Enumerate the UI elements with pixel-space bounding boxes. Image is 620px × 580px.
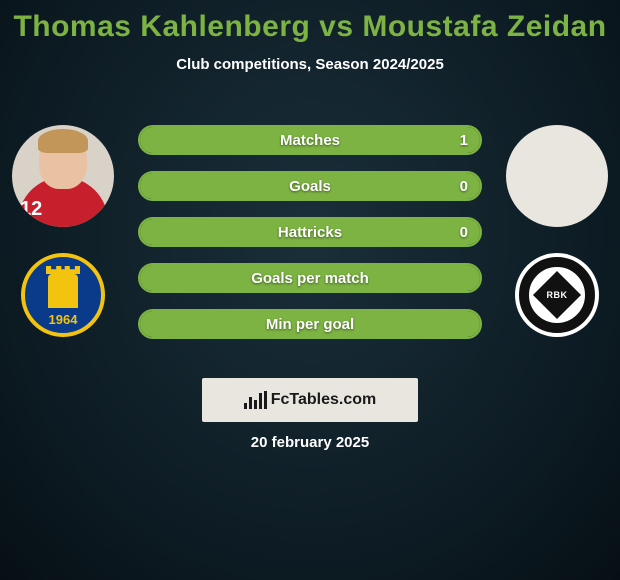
- hair: [38, 129, 88, 153]
- stat-label: Goals: [140, 178, 480, 195]
- player-left-column: 12 1964: [8, 125, 118, 337]
- stat-label: Matches: [140, 132, 480, 149]
- subtitle: Club competitions, Season 2024/2025: [0, 56, 620, 73]
- stat-row: Goals per match: [138, 263, 482, 293]
- player-left-club-badge: 1964: [21, 253, 105, 337]
- stat-row: 0Goals: [138, 171, 482, 201]
- stat-row: 0Hattricks: [138, 217, 482, 247]
- stat-label: Min per goal: [140, 316, 480, 333]
- club-year: 1964: [25, 312, 101, 327]
- stats-list: 1Matches 0Goals 0Hattricks Goals per match M…: [138, 125, 482, 355]
- jersey-number: 12: [20, 198, 42, 221]
- date-text: 20 february 2025: [0, 434, 620, 451]
- stat-label: Goals per match: [140, 270, 480, 287]
- club-text: RBK: [547, 290, 568, 300]
- page-title: Thomas Kahlenberg vs Moustafa Zeidan: [0, 0, 620, 44]
- player-left-avatar: 12: [12, 125, 114, 227]
- comparison-area: 12 1964 RBK 1Matches 0Goals 0Hattricks Goal…: [0, 125, 620, 385]
- chart-icon: [244, 391, 267, 409]
- infographic: Thomas Kahlenberg vs Moustafa Zeidan Clu…: [0, 0, 620, 580]
- player-right-club-badge: RBK: [515, 253, 599, 337]
- player-right-avatar: [506, 125, 608, 227]
- brand-badge: FcTables.com: [202, 378, 418, 422]
- stat-label: Hattricks: [140, 224, 480, 241]
- player-right-column: RBK: [502, 125, 612, 337]
- stat-row: Min per goal: [138, 309, 482, 339]
- stat-row: 1Matches: [138, 125, 482, 155]
- club-tower-icon: [48, 274, 78, 308]
- brand-text: FcTables.com: [271, 391, 377, 409]
